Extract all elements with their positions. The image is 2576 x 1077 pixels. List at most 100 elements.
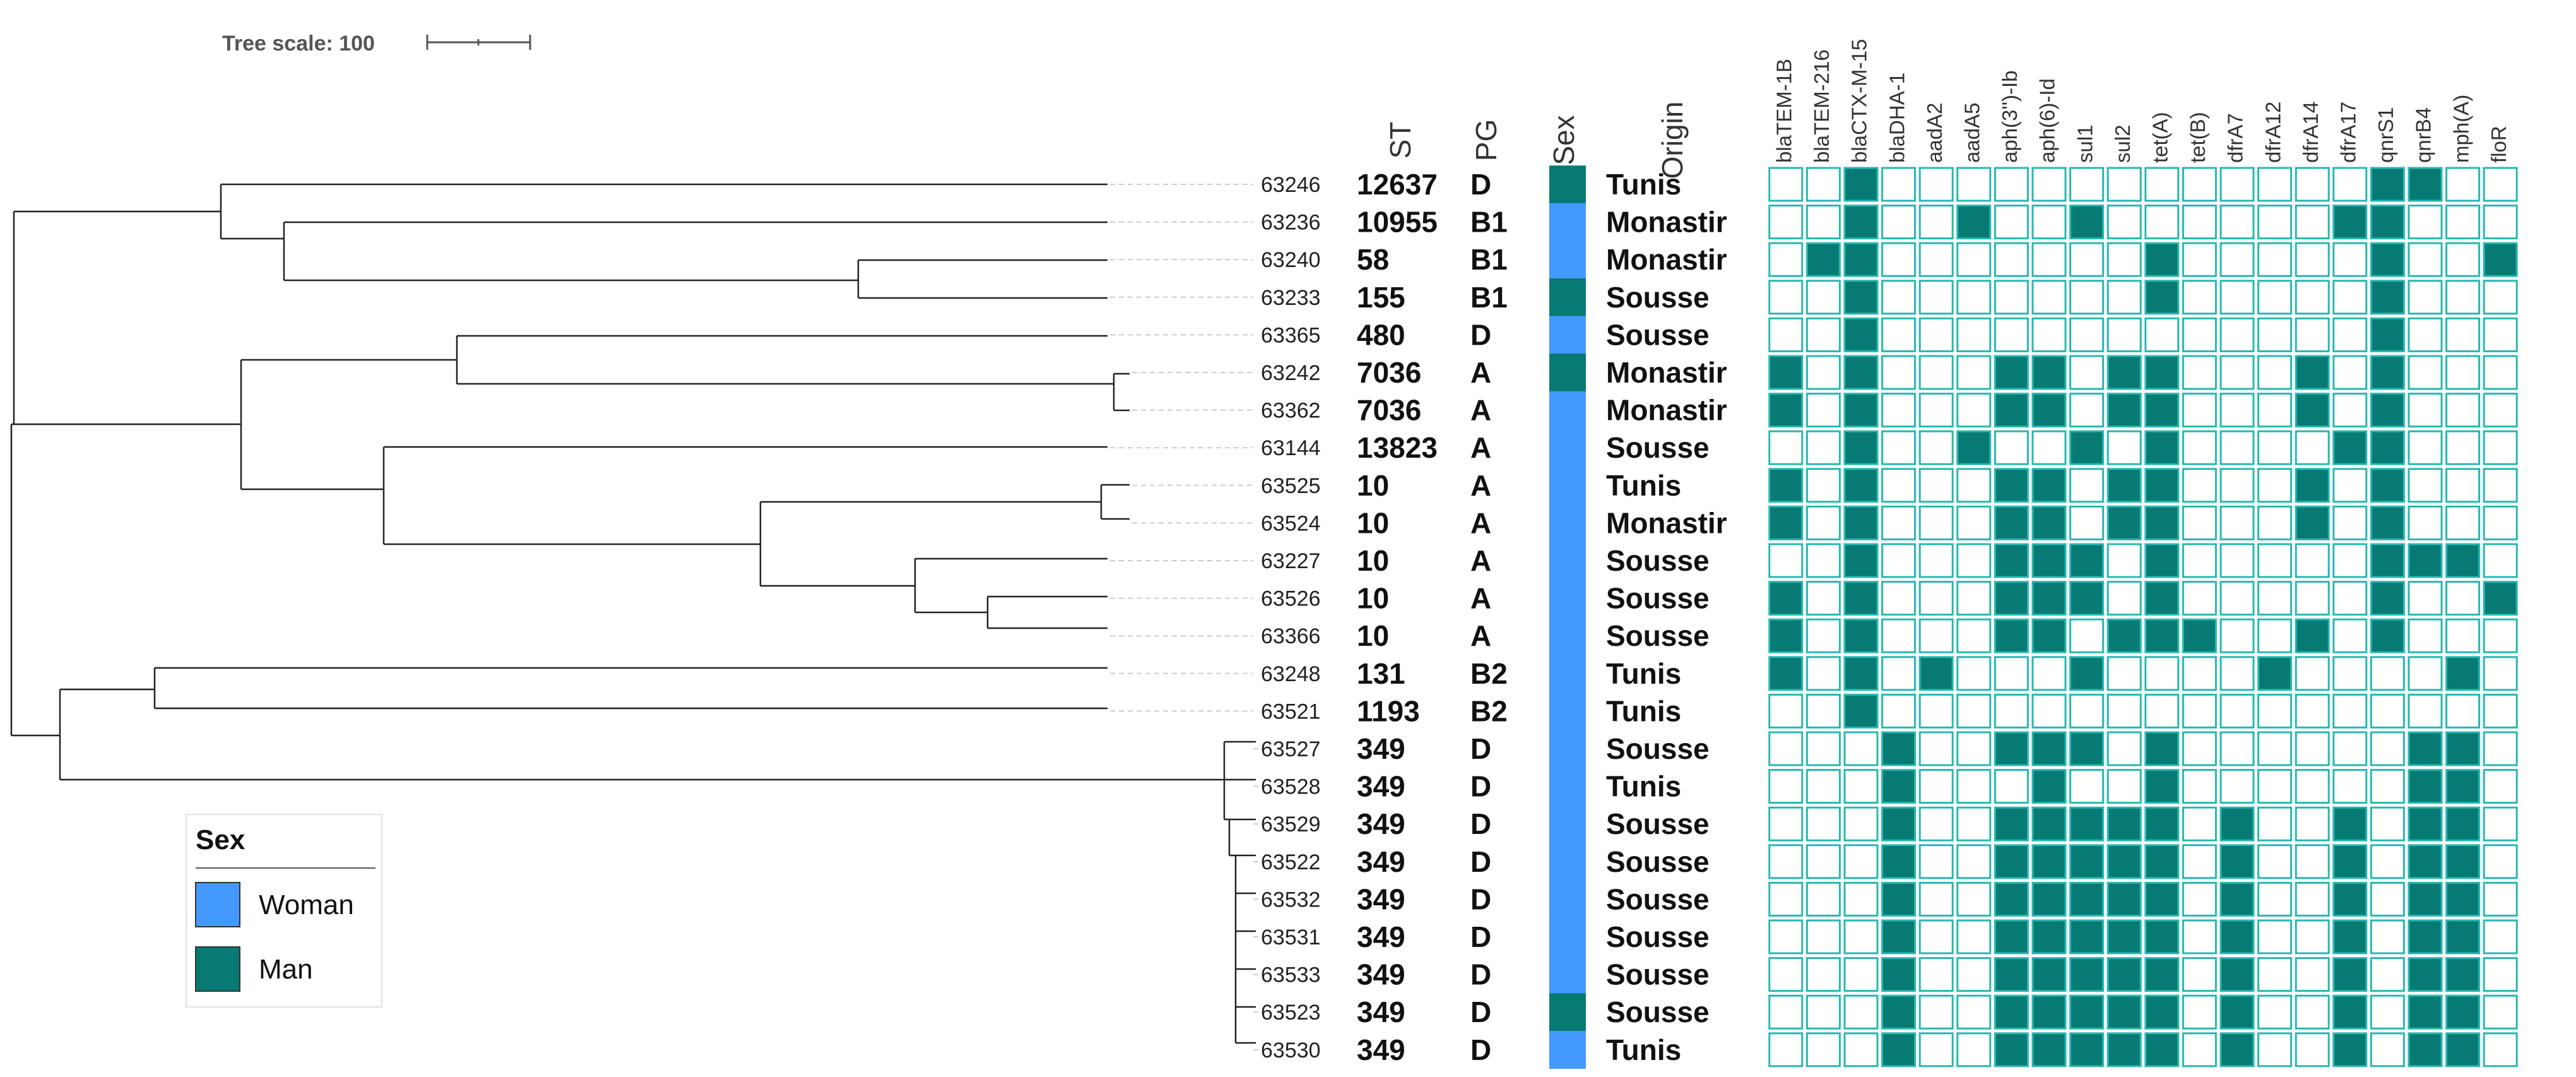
- gene-cell-absent: [1805, 618, 1841, 653]
- gene-cell-present: [2445, 769, 2481, 804]
- gene-cell-present: [2106, 881, 2142, 917]
- st-value: 349: [1357, 958, 1405, 991]
- gene-cell-present: [2370, 618, 2405, 653]
- st-header: ST: [1384, 122, 1417, 159]
- gene-cell-absent: [1994, 167, 2029, 202]
- origin-header: Origin: [1656, 102, 1689, 179]
- st-value: 10: [1357, 506, 1389, 539]
- pg-header: PG: [1470, 119, 1503, 161]
- origin-value: Sousse: [1606, 883, 1710, 915]
- gene-cell-absent: [1994, 769, 2029, 804]
- gene-cell-absent: [2408, 205, 2443, 240]
- gene-cell-absent: [2295, 205, 2330, 240]
- gene-cell-absent: [1956, 167, 1992, 202]
- gene-cell-absent: [1918, 769, 1954, 804]
- gene-cell-absent: [2295, 806, 2330, 842]
- gene-cell-present: [1881, 1032, 1917, 1068]
- gene-cell-absent: [1805, 205, 1841, 240]
- gene-cell-absent: [2370, 881, 2405, 917]
- st-value: 1193: [1357, 694, 1420, 727]
- isolate-id: 63236: [1261, 211, 1321, 235]
- gene-cell-absent: [1768, 242, 1804, 277]
- gene-cell-absent: [1881, 355, 1917, 390]
- gene-cell-present: [2069, 844, 2105, 879]
- gene-cell-present: [1843, 656, 1879, 691]
- origin-value: Sousse: [1606, 318, 1710, 351]
- gene-cell-absent: [1805, 844, 1841, 879]
- origin-value: Sousse: [1606, 996, 1710, 1028]
- gene-cell-absent: [2295, 731, 2330, 766]
- gene-cell-present: [2370, 430, 2405, 465]
- gene-cell-present: [2144, 919, 2180, 955]
- gene-cell-present: [2144, 581, 2180, 616]
- gene-cell-absent: [2295, 543, 2330, 578]
- origin-value: Tunis: [1606, 1033, 1681, 1066]
- gene-cell-absent: [1805, 167, 1841, 202]
- gene-cell-absent: [1805, 881, 1841, 917]
- gene-cell-absent: [2219, 581, 2255, 616]
- gene-cell-present: [2370, 543, 2405, 578]
- gene-cell-absent: [2257, 769, 2293, 804]
- gene-cell-present: [2106, 505, 2142, 540]
- gene-cell-present: [2106, 618, 2142, 653]
- gene-cell-present: [2370, 205, 2405, 240]
- isolate-row: 63522 349 D Sousse: [1261, 843, 2518, 881]
- gene-cell-present: [2219, 957, 2255, 992]
- gene-cell-absent: [2182, 430, 2217, 465]
- gene-cell-present: [1956, 430, 1992, 465]
- gene-cell-absent: [1768, 693, 1804, 729]
- gene-cell-absent: [2370, 656, 2405, 691]
- gene-cell-absent: [1768, 769, 1804, 804]
- gene-cell-present: [1994, 919, 2029, 955]
- gene-cell-present: [2332, 881, 2368, 917]
- isolate-row: 63246 12637 D Tunis: [1261, 165, 2518, 204]
- gene-cell-present: [2031, 468, 2067, 503]
- gene-cell-present: [2106, 355, 2142, 390]
- gene-cell-absent: [1881, 618, 1917, 653]
- st-value: 349: [1357, 845, 1405, 878]
- gene-cell-absent: [2370, 731, 2405, 766]
- gene-cell-absent: [2332, 355, 2368, 390]
- isolate-row: 63526 10 A Sousse: [1261, 579, 2518, 617]
- gene-cell-absent: [2408, 693, 2443, 729]
- gene-cell-present: [1843, 505, 1879, 540]
- gene-cell-present: [2144, 731, 2180, 766]
- gene-cell-absent: [2295, 430, 2330, 465]
- gene-cell-absent: [1805, 919, 1841, 955]
- gene-cell-absent: [2370, 994, 2405, 1030]
- gene-cell-absent: [2219, 393, 2255, 428]
- origin-value: Tunis: [1606, 168, 1681, 201]
- gene-cell-absent: [2031, 167, 2067, 202]
- gene-header: blaTEM-1B: [1773, 59, 1796, 163]
- gene-cell-present: [2408, 994, 2443, 1030]
- gene-cell-absent: [2483, 731, 2518, 766]
- phylogenetic-tree: [10, 183, 1256, 1044]
- gene-cell-absent: [2295, 280, 2330, 315]
- gene-cell-absent: [1918, 468, 1954, 503]
- gene-cell-absent: [2483, 769, 2518, 804]
- gene-cell-present: [1843, 693, 1879, 729]
- gene-cell-present: [2295, 393, 2330, 428]
- gene-cell-present: [2219, 844, 2255, 879]
- gene-cell-absent: [2106, 543, 2142, 578]
- origin-value: Monastir: [1606, 243, 1727, 276]
- gene-cell-present: [1881, 919, 1917, 955]
- gene-cell-present: [2106, 957, 2142, 992]
- gene-cell-absent: [1805, 355, 1841, 390]
- gene-cell-present: [1881, 731, 1917, 766]
- gene-cell-absent: [2182, 393, 2217, 428]
- gene-cell-absent: [2106, 317, 2142, 352]
- gene-cell-present: [2106, 994, 2142, 1030]
- leaf-dashes: [1110, 184, 1258, 1050]
- gene-cell-absent: [1956, 844, 1992, 879]
- gene-cell-present: [2295, 618, 2330, 653]
- origin-value: Sousse: [1606, 807, 1710, 840]
- gene-cell-present: [1994, 618, 2029, 653]
- gene-cell-present: [1843, 280, 1879, 315]
- gene-cell-present: [1994, 806, 2029, 842]
- gene-cell-absent: [2219, 167, 2255, 202]
- gene-cell-present: [2031, 957, 2067, 992]
- gene-cell-absent: [2295, 919, 2330, 955]
- st-value: 349: [1357, 770, 1405, 803]
- sex-cell-woman: [1549, 730, 1586, 768]
